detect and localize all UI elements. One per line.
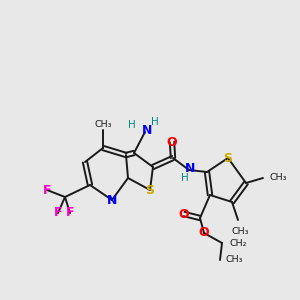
- Text: O: O: [179, 208, 189, 220]
- Text: F: F: [66, 206, 74, 220]
- Text: S: S: [224, 152, 232, 164]
- Text: O: O: [199, 226, 209, 239]
- Text: CH₃: CH₃: [94, 120, 112, 129]
- Text: N: N: [142, 124, 152, 137]
- Text: CH₃: CH₃: [270, 173, 287, 182]
- Text: CH₃: CH₃: [226, 256, 244, 265]
- Text: F: F: [54, 206, 62, 220]
- Text: S: S: [146, 184, 154, 196]
- Text: H: H: [128, 120, 136, 130]
- Text: CH₃: CH₃: [231, 227, 249, 236]
- Text: F: F: [43, 184, 51, 196]
- Text: H: H: [151, 117, 159, 127]
- Text: CH₂: CH₂: [230, 238, 247, 247]
- Text: N: N: [185, 161, 195, 175]
- Text: O: O: [167, 136, 177, 148]
- Text: N: N: [107, 194, 117, 206]
- Text: H: H: [181, 173, 189, 183]
